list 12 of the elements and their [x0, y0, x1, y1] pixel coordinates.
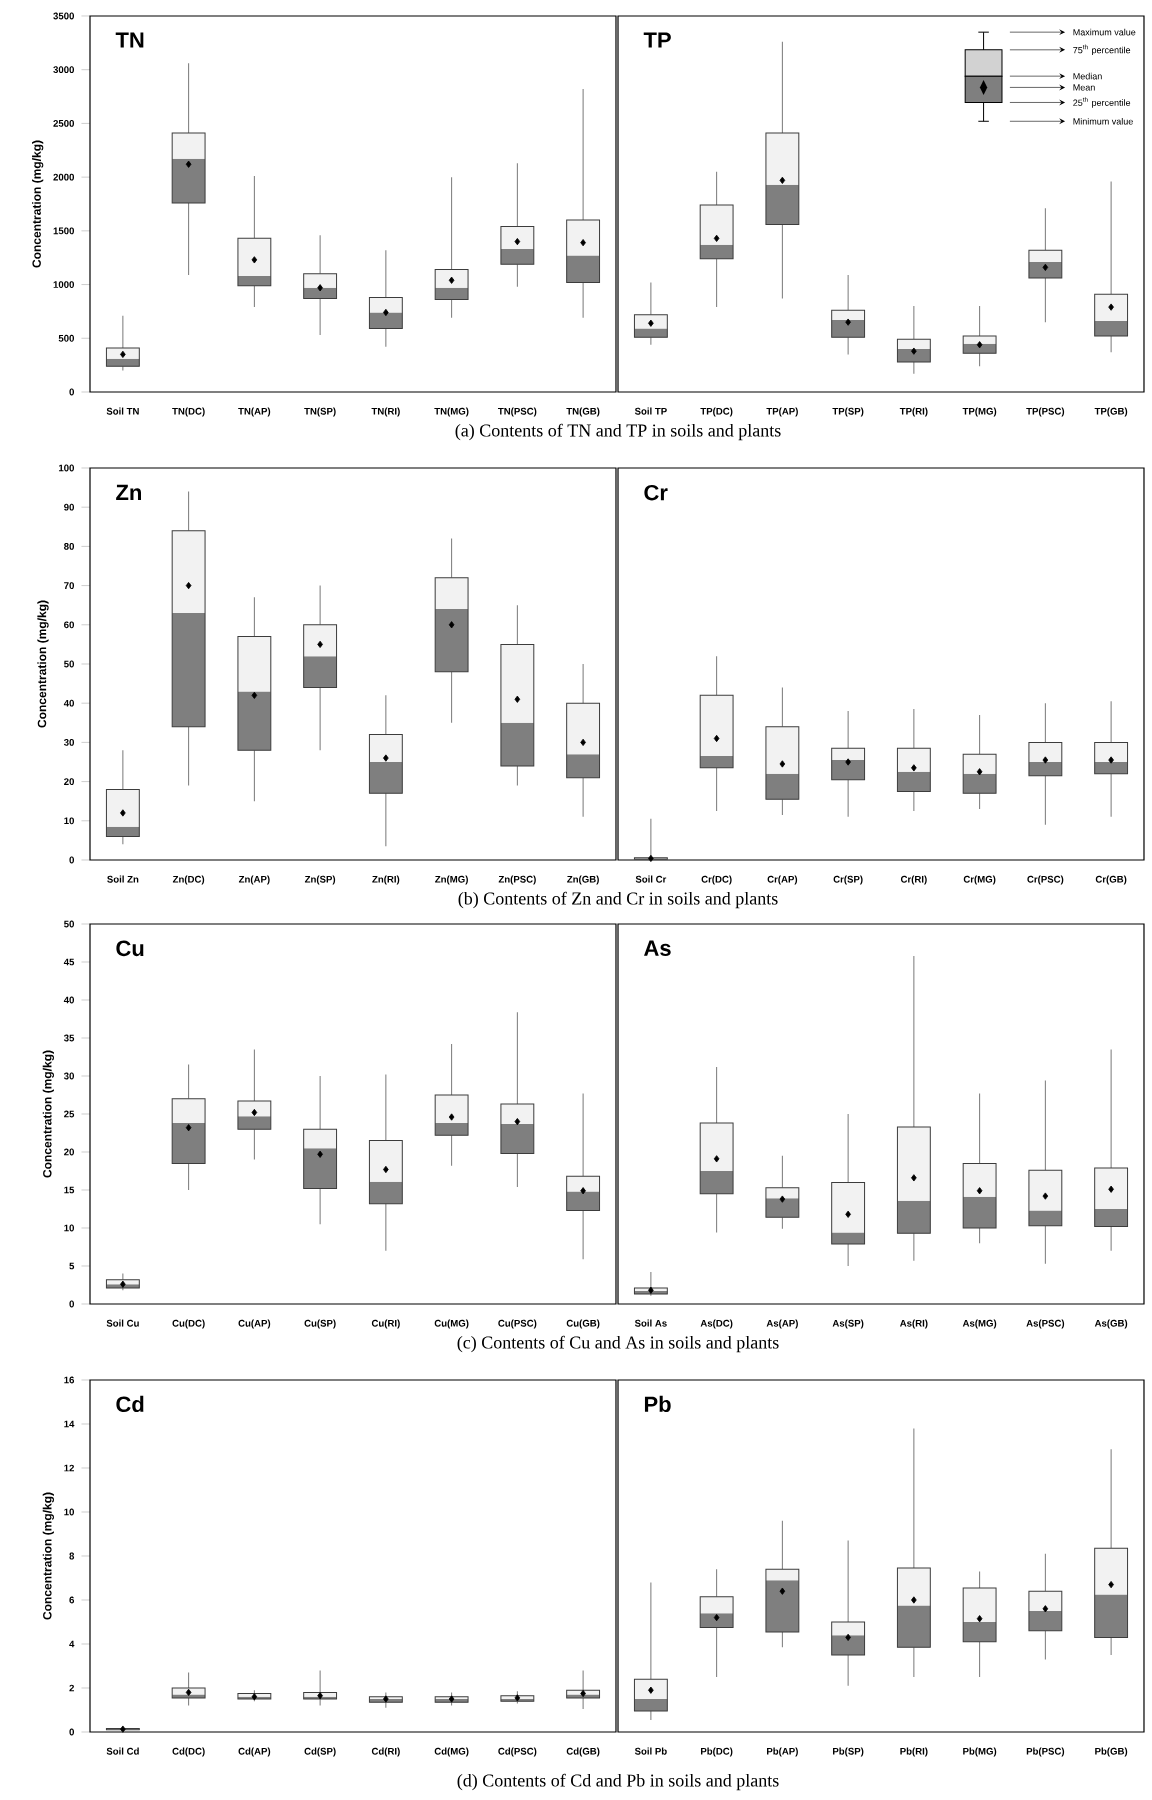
- text: Pb: [644, 1395, 671, 1413]
- text: (d) Contents of Cd and Pb in soils and plants: [457, 1773, 779, 1791]
- text: Cd: [116, 1395, 144, 1413]
- text: TN: [115, 32, 144, 48]
- text: Zn: [116, 484, 141, 500]
- text: Cu: [116, 940, 144, 957]
- text: (c) Contents of Cu and As in soils and plants: [457, 1335, 779, 1353]
- text: (b) Contents of Zn and Cr in soils and plants: [458, 891, 778, 909]
- text: TP: [643, 32, 671, 48]
- text: (a) Contents of TN and TP in soils and plants: [455, 423, 781, 441]
- text: As: [644, 940, 671, 956]
- text: Cr: [644, 484, 668, 501]
